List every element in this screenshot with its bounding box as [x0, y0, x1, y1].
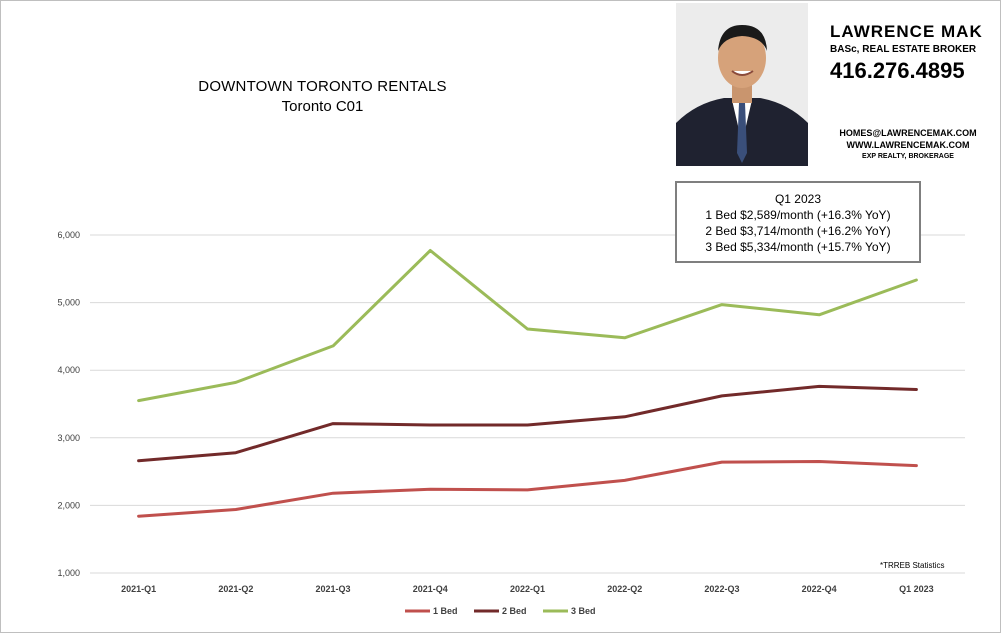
source-note: *TRREB Statistics	[880, 561, 945, 570]
chart-titles: DOWNTOWN TORONTO RENTALS Toronto C01	[150, 78, 495, 115]
series-line-3-bed	[137, 249, 918, 403]
x-tick-label: Q1 2023	[899, 584, 934, 594]
gridlines	[90, 234, 965, 574]
legend-label: 2 Bed	[502, 606, 527, 616]
agent-contact: LAWRENCE MAK BASc, REAL ESTATE BROKER 41…	[820, 22, 996, 172]
y-tick-label: 1,000	[57, 568, 80, 578]
x-tick-label: 2022-Q1	[510, 584, 545, 594]
summary-line-1bed: 1 Bed $2,589/month (+16.3% YoY)	[705, 208, 891, 222]
summary-heading: Q1 2023	[774, 192, 822, 206]
y-tick-label: 5,000	[57, 298, 80, 308]
x-tick-label: 2021-Q1	[121, 584, 156, 594]
series-lines	[137, 249, 918, 518]
legend: 1 Bed 2 Bed 3 Bed	[405, 606, 596, 616]
x-tick-label: 2022-Q4	[802, 584, 837, 594]
y-tick-label: 6,000	[57, 230, 80, 240]
x-tick-label: 2021-Q4	[413, 584, 448, 594]
legend-label: 1 Bed	[433, 606, 458, 616]
agent-credentials: BASc, REAL ESTATE BROKER	[830, 44, 977, 55]
agent-name: LAWRENCE MAK	[830, 22, 983, 41]
agent-website: WWW.LAWRENCEMAK.COM	[846, 140, 970, 150]
y-tick-label: 2,000	[57, 500, 80, 510]
x-tick-label: 2022-Q3	[704, 584, 739, 594]
agent-photo	[676, 3, 808, 166]
x-tick-label: 2022-Q2	[607, 584, 642, 594]
agent-email: HOMES@LAWRENCEMAK.COM	[839, 128, 977, 138]
summary-line-2bed: 2 Bed $3,714/month (+16.2% YoY)	[705, 224, 891, 238]
legend-label: 3 Bed	[571, 606, 596, 616]
summary-line-3bed: 3 Bed $5,334/month (+15.7% YoY)	[705, 240, 891, 254]
chart-title: DOWNTOWN TORONTO RENTALS	[198, 78, 447, 95]
series-line-2-bed	[137, 384, 918, 463]
x-tick-label: 2021-Q2	[218, 584, 253, 594]
series-line-1-bed	[137, 460, 918, 518]
y-tick-label: 3,000	[57, 433, 80, 443]
y-tick-label: 4,000	[57, 365, 80, 375]
chart-subtitle: Toronto C01	[281, 98, 364, 115]
x-axis-ticks: 2021-Q1 2021-Q2 2021-Q3 2021-Q4 2022-Q1 2022-…	[121, 584, 934, 594]
y-axis-ticks: 1,000 2,000 3,000 4,000 5,000 6,000	[57, 230, 80, 578]
x-tick-label: 2021-Q3	[316, 584, 351, 594]
agent-phone: 416.276.4895	[830, 58, 965, 83]
summary-box: Q1 2023 1 Bed $2,589/month (+16.3% YoY) …	[675, 181, 921, 263]
agent-brokerage: EXP REALTY, BROKERAGE	[862, 153, 954, 160]
